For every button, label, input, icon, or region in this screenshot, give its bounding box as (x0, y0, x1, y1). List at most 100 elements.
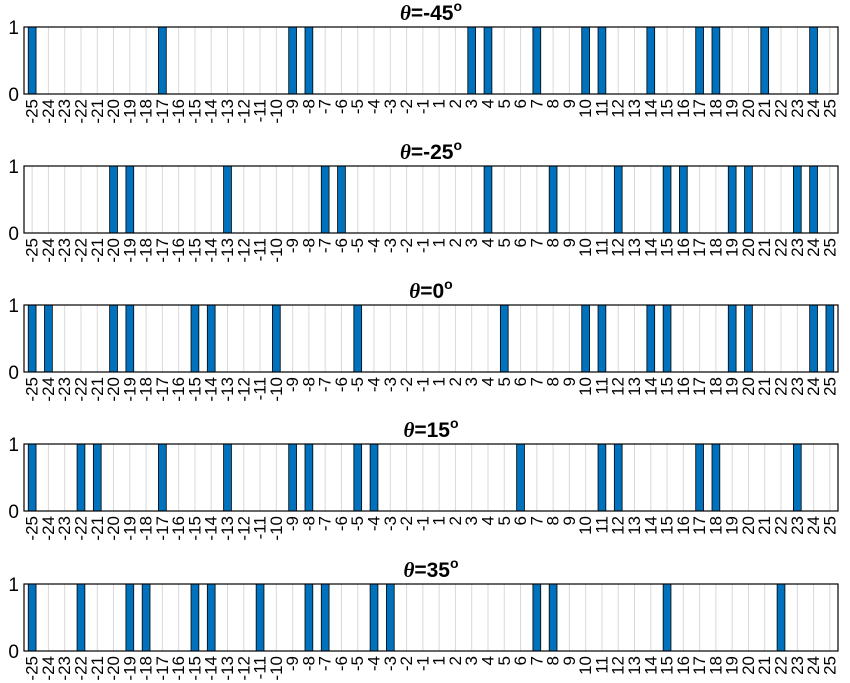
x-tick-label: -25 (23, 377, 42, 402)
x-tick-label: -16 (169, 377, 188, 402)
x-tick-label: -14 (202, 99, 221, 124)
axes-box (23, 26, 839, 95)
x-tick-label: 11 (592, 656, 611, 674)
x-tick-label: -24 (39, 516, 58, 541)
title-degree: o (444, 276, 453, 292)
bar (809, 304, 818, 373)
x-tick-label: 23 (788, 516, 807, 535)
x-tick-label: -25 (23, 656, 42, 681)
x-tick-label: -17 (153, 99, 172, 124)
x-tick-label: -6 (332, 656, 351, 671)
x-tick-label: -10 (267, 99, 286, 124)
x-tick-label: 24 (804, 238, 823, 257)
x-tick-label: -10 (267, 656, 286, 681)
x-tick-label: 13 (625, 238, 644, 257)
bar (125, 304, 135, 373)
x-tick-label: 8 (544, 99, 563, 108)
bar (727, 165, 737, 234)
x-tick-label: -12 (234, 377, 253, 402)
x-tick-label: -1 (413, 377, 432, 392)
x-tick-label: 3 (462, 516, 481, 525)
subplot-1: θ=-45o01-25-24-23-22-21-20-19-18-17-16-1… (8, 0, 839, 124)
x-tick-label: 16 (674, 99, 693, 118)
x-tick-label: 17 (690, 238, 709, 257)
y-tick-label: 1 (8, 435, 19, 456)
x-tick-label: -3 (381, 99, 400, 114)
x-tick-label: -17 (153, 656, 172, 681)
title-variable: θ (403, 418, 414, 442)
x-tick-label: -5 (348, 377, 367, 392)
bar (304, 26, 314, 95)
x-tick-label: 10 (576, 377, 595, 396)
x-tick-label: 2 (446, 516, 465, 525)
x-tick-label: -2 (397, 99, 416, 114)
x-tick-label: 19 (723, 516, 742, 535)
x-tick-label: 5 (495, 656, 514, 665)
x-tick-label: 17 (690, 516, 709, 535)
bar (272, 304, 281, 373)
x-tick-label: -8 (299, 99, 318, 114)
x-tick-label: 24 (804, 99, 823, 118)
x-tick-label: 1 (430, 238, 449, 247)
x-tick-label: 20 (739, 99, 758, 118)
x-tick-label: -11 (251, 656, 270, 679)
bar (158, 443, 167, 512)
bar (646, 304, 656, 373)
y-tick-label: 0 (8, 363, 19, 384)
title-value: =35 (414, 559, 450, 582)
bar (223, 165, 232, 234)
x-tick-label: 3 (462, 656, 481, 665)
x-tick-label: 22 (772, 656, 791, 675)
x-tick-label: -20 (104, 656, 123, 681)
x-tick-label: -7 (316, 516, 335, 531)
x-tick-label: -2 (397, 238, 416, 253)
x-tick-label: 8 (544, 238, 563, 247)
x-tick-label: 1 (430, 656, 449, 665)
x-tick-label: 4 (478, 516, 497, 525)
x-tick-label: -17 (153, 238, 172, 263)
title-value: =-25 (411, 141, 454, 164)
bar (727, 304, 737, 373)
x-tick-label: -7 (316, 656, 335, 671)
x-tick-label: 15 (658, 238, 677, 257)
x-tick-label: -22 (71, 377, 90, 402)
x-tick-label: -20 (104, 516, 123, 541)
axes-box (23, 165, 839, 234)
bar (581, 26, 590, 95)
title-value: =0 (420, 280, 444, 303)
x-tick-label: -20 (104, 377, 123, 402)
x-tick-label: 12 (609, 516, 628, 535)
x-tick-label: -16 (169, 238, 188, 263)
x-tick-label: -23 (55, 516, 74, 541)
axes-box (23, 304, 839, 373)
bar (288, 26, 297, 95)
bar (532, 583, 542, 652)
x-tick-label: -18 (137, 238, 156, 263)
bar (597, 26, 607, 95)
x-tick-label: 7 (527, 238, 546, 247)
subplot-title: θ=-25o (400, 137, 462, 164)
x-tick-label: 16 (674, 516, 693, 535)
bar (255, 583, 265, 652)
x-tick-label: 11 (592, 99, 611, 117)
x-tick-label: 13 (625, 656, 644, 675)
x-tick-label: -11 (251, 377, 270, 400)
x-tick-label: 17 (690, 656, 709, 675)
x-tick-label: -14 (202, 238, 221, 263)
x-tick-label: 14 (641, 99, 660, 118)
x-tick-label: 4 (478, 99, 497, 108)
bar (304, 583, 314, 652)
title-degree: o (453, 0, 462, 14)
bar (125, 583, 135, 652)
x-tick-label: -21 (88, 377, 107, 402)
x-tick-label: -9 (283, 238, 302, 253)
x-tick-label: 19 (723, 656, 742, 675)
axes-box (23, 583, 839, 652)
bar (223, 443, 232, 512)
bar (141, 583, 151, 652)
bar (662, 165, 672, 234)
x-tick-label: -24 (39, 656, 58, 681)
x-tick-label: -10 (267, 377, 286, 402)
x-tick-label: 23 (788, 99, 807, 118)
